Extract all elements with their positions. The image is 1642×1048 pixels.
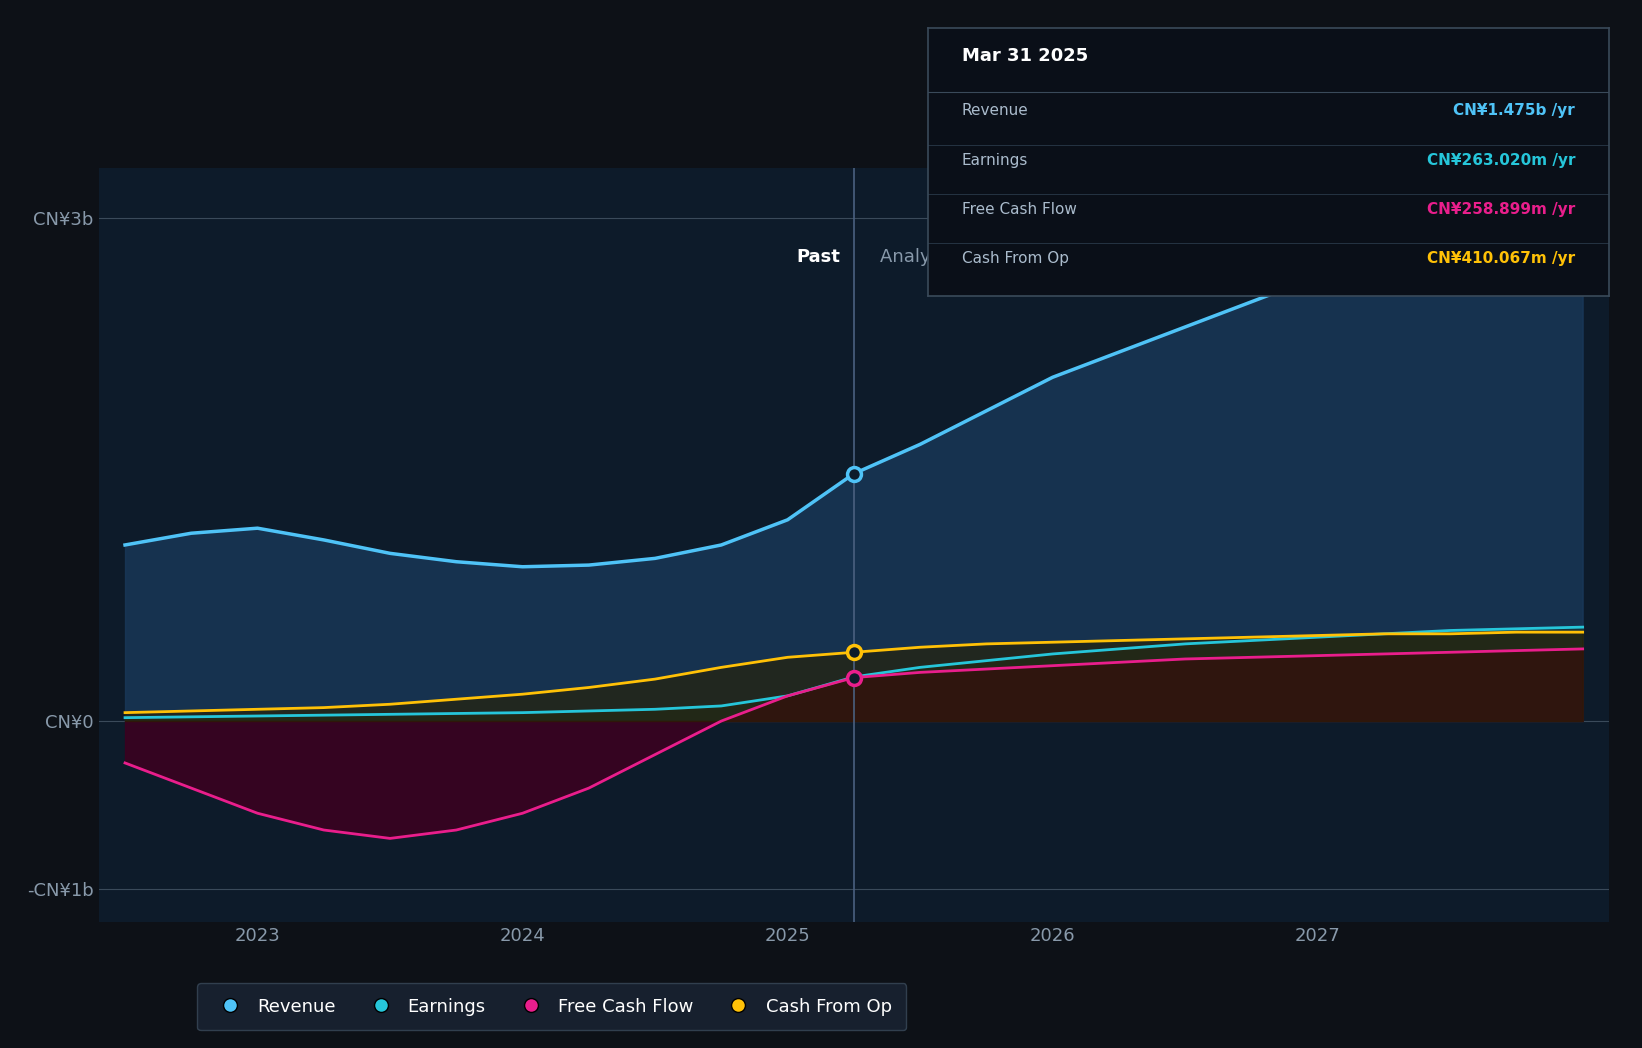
Text: CN¥1.475b /yr: CN¥1.475b /yr bbox=[1453, 103, 1575, 118]
Text: CN¥263.020m /yr: CN¥263.020m /yr bbox=[1427, 153, 1575, 168]
Text: CN¥258.899m /yr: CN¥258.899m /yr bbox=[1427, 202, 1575, 217]
Text: Mar 31 2025: Mar 31 2025 bbox=[962, 47, 1089, 65]
Text: Analysts Forecasts: Analysts Forecasts bbox=[880, 248, 1048, 266]
Text: Earnings: Earnings bbox=[962, 153, 1028, 168]
Text: Revenue: Revenue bbox=[962, 103, 1028, 118]
Text: Free Cash Flow: Free Cash Flow bbox=[962, 202, 1077, 217]
Legend: Revenue, Earnings, Free Cash Flow, Cash From Op: Revenue, Earnings, Free Cash Flow, Cash … bbox=[197, 983, 906, 1030]
Text: Past: Past bbox=[796, 248, 841, 266]
Text: CN¥410.067m /yr: CN¥410.067m /yr bbox=[1427, 252, 1575, 266]
Text: Cash From Op: Cash From Op bbox=[962, 252, 1069, 266]
